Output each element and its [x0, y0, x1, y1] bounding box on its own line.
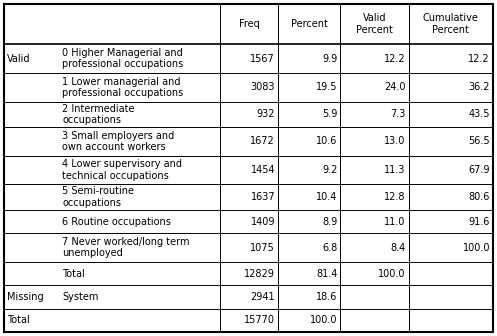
Text: Total: Total: [62, 268, 85, 279]
Text: Percent: Percent: [291, 19, 328, 29]
Text: 12829: 12829: [244, 268, 275, 279]
Text: 8.4: 8.4: [391, 243, 406, 253]
Text: 10.6: 10.6: [316, 136, 337, 146]
Text: 8.9: 8.9: [322, 217, 337, 226]
Text: 18.6: 18.6: [316, 292, 337, 302]
Text: 9.2: 9.2: [322, 165, 337, 175]
Text: Missing: Missing: [7, 292, 44, 302]
Text: 1409: 1409: [250, 217, 275, 226]
Text: 7.3: 7.3: [390, 110, 406, 119]
Text: 3 Small employers and
own account workers: 3 Small employers and own account worker…: [62, 131, 174, 152]
Text: 11.0: 11.0: [384, 217, 406, 226]
Text: 24.0: 24.0: [384, 82, 406, 92]
Text: 100.0: 100.0: [378, 268, 406, 279]
Text: 11.3: 11.3: [384, 165, 406, 175]
Text: 67.9: 67.9: [469, 165, 490, 175]
Text: 91.6: 91.6: [469, 217, 490, 226]
Text: 15770: 15770: [244, 315, 275, 325]
Text: 5.9: 5.9: [322, 110, 337, 119]
Text: 36.2: 36.2: [469, 82, 490, 92]
Text: 12.8: 12.8: [384, 192, 406, 202]
Text: 56.5: 56.5: [468, 136, 490, 146]
Text: 9.9: 9.9: [322, 54, 337, 64]
Text: 1567: 1567: [250, 54, 275, 64]
Text: 1454: 1454: [250, 165, 275, 175]
Text: 2 Intermediate
occupations: 2 Intermediate occupations: [62, 103, 135, 125]
Text: 13.0: 13.0: [384, 136, 406, 146]
Text: 1 Lower managerial and
professional occupations: 1 Lower managerial and professional occu…: [62, 77, 183, 98]
Text: 3083: 3083: [250, 82, 275, 92]
Text: 1075: 1075: [250, 243, 275, 253]
Text: 0 Higher Managerial and
professional occupations: 0 Higher Managerial and professional occ…: [62, 48, 183, 70]
Text: 100.0: 100.0: [463, 243, 490, 253]
Text: 81.4: 81.4: [316, 268, 337, 279]
Text: 6.8: 6.8: [322, 243, 337, 253]
Text: Cumulative
Percent: Cumulative Percent: [423, 13, 479, 35]
Text: 12.2: 12.2: [468, 54, 490, 64]
Text: Valid: Valid: [7, 54, 30, 64]
Text: 10.4: 10.4: [316, 192, 337, 202]
Text: 1672: 1672: [250, 136, 275, 146]
Text: Valid
Percent: Valid Percent: [356, 13, 393, 35]
Text: 7 Never worked/long term
unemployed: 7 Never worked/long term unemployed: [62, 237, 190, 258]
Text: Freq: Freq: [239, 19, 259, 29]
Text: 19.5: 19.5: [316, 82, 337, 92]
Text: System: System: [62, 292, 98, 302]
Text: Total: Total: [7, 315, 30, 325]
Text: 5 Semi-routine
occupations: 5 Semi-routine occupations: [62, 186, 134, 208]
Text: 2941: 2941: [250, 292, 275, 302]
Text: 12.2: 12.2: [384, 54, 406, 64]
Text: 6 Routine occupations: 6 Routine occupations: [62, 217, 171, 226]
Text: 100.0: 100.0: [310, 315, 337, 325]
Text: 1637: 1637: [250, 192, 275, 202]
Text: 932: 932: [256, 110, 275, 119]
Text: 80.6: 80.6: [469, 192, 490, 202]
Text: 43.5: 43.5: [469, 110, 490, 119]
Text: 4 Lower supervisory and
technical occupations: 4 Lower supervisory and technical occupa…: [62, 159, 182, 181]
